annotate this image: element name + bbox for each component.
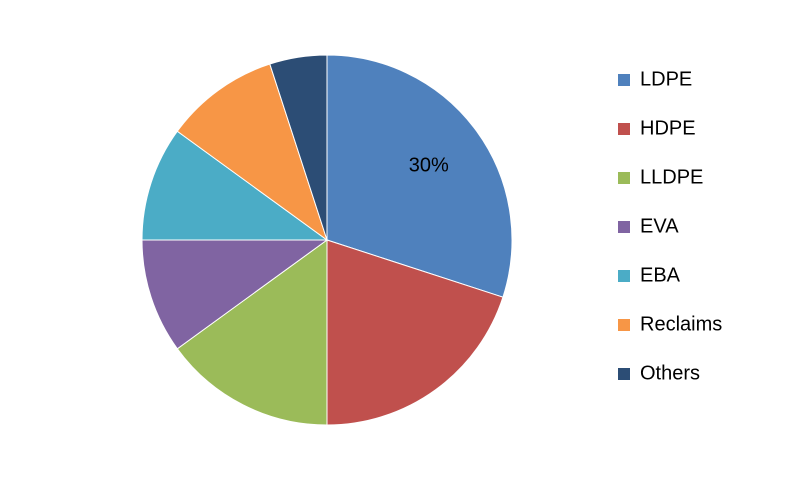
legend-swatch — [618, 172, 630, 184]
legend-label: EBA — [640, 264, 681, 286]
pie-slice — [141, 239, 329, 350]
pie-slice — [176, 63, 328, 242]
pie-slice — [326, 239, 504, 426]
pie-slice — [269, 54, 328, 241]
legend-label: Reclaims — [640, 313, 722, 335]
pie-slice — [176, 239, 328, 426]
legend-label: LDPE — [640, 68, 692, 90]
legend-swatch — [618, 123, 630, 135]
pie-slice — [326, 54, 513, 298]
legend-swatch — [618, 319, 630, 331]
legend-label: LLDPE — [640, 166, 703, 188]
legend-swatch — [618, 74, 630, 86]
legend-label: Others — [640, 362, 700, 384]
pie-slice — [141, 130, 329, 241]
legend-label: HDPE — [640, 117, 696, 139]
legend-swatch — [618, 221, 630, 233]
legend-swatch — [618, 368, 630, 380]
legend-swatch — [618, 270, 630, 282]
data-label: 30% — [409, 154, 449, 176]
legend-label: EVA — [640, 215, 679, 237]
